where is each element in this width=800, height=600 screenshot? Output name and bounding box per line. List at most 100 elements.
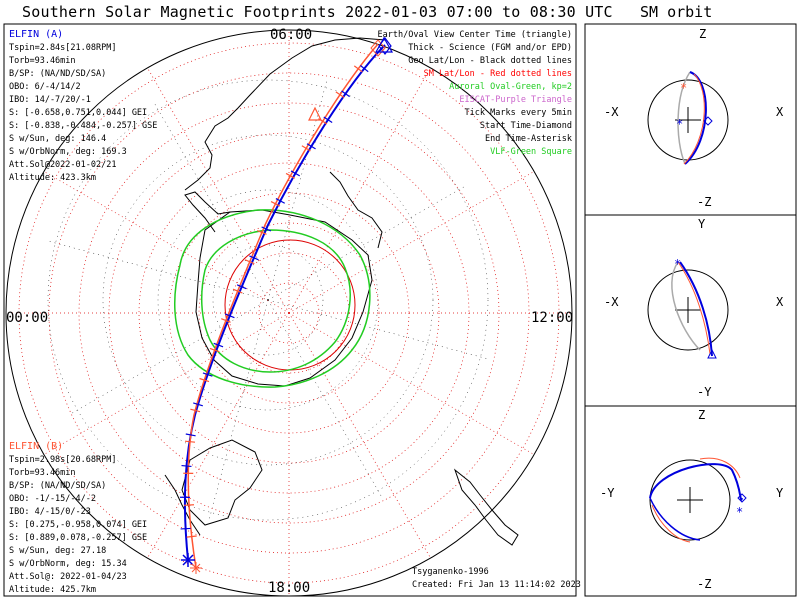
axis-label-bottom: -Z xyxy=(697,195,711,209)
sm-latitude-circle xyxy=(18,42,560,584)
elfin-a-tick xyxy=(323,116,333,123)
elfin-b-tick xyxy=(184,440,196,443)
geo-longitude-line xyxy=(267,184,468,301)
sm-longitude-line xyxy=(288,312,431,559)
orbit-plot-title: SM orbit xyxy=(640,3,713,21)
elfin-b-view-triangle xyxy=(308,106,322,121)
mlt-label-right: 12:00 xyxy=(531,310,573,326)
axis-label-right: X xyxy=(776,295,784,309)
elfin-b-orbit-arc xyxy=(683,73,705,165)
earth-circle xyxy=(647,269,729,351)
south-america-outline-2 xyxy=(329,171,383,249)
elfin-a-end-asterisk xyxy=(181,553,195,567)
elfin-b-tick xyxy=(301,145,311,152)
elfin-a-view-triangle xyxy=(374,36,394,53)
elfin-b-tick xyxy=(183,504,195,506)
elfin-b-line: S: [0.889,0.078,-0.257] GSE xyxy=(9,533,147,543)
legend-item: SM Lat/Lon - Red dotted lines xyxy=(424,69,572,79)
axis-label-top: Z xyxy=(698,408,705,422)
elfin-a-tick xyxy=(185,433,196,437)
elfin-a-tick xyxy=(275,198,286,204)
mlt-label-top: 06:00 xyxy=(270,27,312,43)
sm-latitude-circle xyxy=(78,102,500,524)
elfin-b-line: Att.Sol@: 2022-01-04/23 xyxy=(9,572,127,582)
elfin-a-line: Altitude: 423.3km xyxy=(9,173,96,183)
diamond-marker xyxy=(737,493,747,503)
axis-label-right: X xyxy=(776,105,784,119)
elfin-b-tick xyxy=(232,288,243,294)
geo-grid xyxy=(45,77,491,523)
elfin-b-line: S w/Sun, deg: 27.18 xyxy=(9,546,106,556)
elfin-a-tick xyxy=(290,170,301,177)
elfin-b-tick xyxy=(257,229,267,235)
axis-label-left: -X xyxy=(604,105,619,119)
asterisk-marker: * xyxy=(674,257,681,271)
elfin-b-orbit-arc xyxy=(699,457,741,479)
asterisk-marker: * xyxy=(676,117,683,131)
elfin-a-orbit-arc xyxy=(649,463,743,501)
elfin-b-tick xyxy=(221,318,231,323)
auroral-oval-inner xyxy=(200,229,351,373)
elfin-a-line: S: [-0.838,-0.484,-0.257] GSE xyxy=(9,121,157,131)
geo-longitude-line xyxy=(267,299,491,360)
axis-label-top: Z xyxy=(699,27,706,41)
elfin-b-tick xyxy=(270,200,281,207)
legend-item: VLF-Green Square xyxy=(490,147,572,157)
elfin-a-tick xyxy=(180,527,191,530)
elfin-b-orbit-arc xyxy=(651,504,691,543)
orbit-back-arc xyxy=(677,71,691,165)
geo-longitude-line xyxy=(68,299,269,416)
elfin-b-tick xyxy=(190,408,201,413)
south-america-outline xyxy=(184,37,386,191)
elfin-b-line: Torb=93.46min xyxy=(9,468,76,478)
elfin-b-end-asterisk xyxy=(190,562,202,574)
elfin-a-line: Tspin=2.84s[21.08RPM] xyxy=(9,43,116,53)
sm-latitude-circle xyxy=(138,162,440,464)
legend-item: Earth/Oval View Center Time (triangle) xyxy=(378,30,572,40)
elfin-b-footprint-track xyxy=(187,43,379,569)
legend-item: Thick - Science (FGM and/or EPD) xyxy=(408,43,572,53)
antarctica-outline xyxy=(195,209,373,387)
elfin-a-info: ELFIN (A) Tspin=2.84s[21.08RPM] Torb=93.… xyxy=(9,29,157,183)
sm-latitude-circle xyxy=(198,222,380,404)
orbit-frame xyxy=(584,23,797,597)
elfin-b-tick xyxy=(186,535,197,538)
sm-longitude-line xyxy=(43,171,290,314)
elfin-a-line: OBO: 6/-4/14/2 xyxy=(9,82,81,92)
orbit-back-arc xyxy=(671,261,701,351)
earth-circle xyxy=(649,459,731,541)
axis-label-bottom: -Z xyxy=(697,577,711,591)
elfin-b-tick xyxy=(209,347,220,353)
elfin-a-tick xyxy=(213,342,224,348)
created-timestamp: Created: Fri Jan 13 11:14:02 2023 xyxy=(412,580,581,590)
elfin-b-tick xyxy=(353,65,363,73)
plot-title: Southern Solar Magnetic Footprints 2022-… xyxy=(22,3,613,21)
geo-longitude-line xyxy=(267,77,328,301)
orbit-panel-yz: * Z -Z -Y Y xyxy=(600,408,784,591)
elfin-a-line: Att.Sol@2022-01-02/21 xyxy=(9,160,116,170)
elfin-b-line: Tspin=2.98s[20.68RPM] xyxy=(9,455,116,465)
elfin-b-info: ELFIN (B) Tspin=2.98s[20.68RPM] Torb=93.… xyxy=(9,441,147,595)
geo-longitude-line xyxy=(267,299,384,500)
elfin-a-orbit-arc xyxy=(649,497,701,541)
elfin-a-tick xyxy=(261,226,272,232)
orbit-panel-xz: * * Z -Z -X X xyxy=(604,27,784,209)
geo-latitude-circle xyxy=(212,244,324,356)
elfin-a-line: B/SP: (NA/ND/SD/SA) xyxy=(9,69,106,79)
axis-label-top: Y xyxy=(698,217,706,231)
geo-latitude-circle xyxy=(47,79,489,521)
geo-latitude-circle xyxy=(102,134,434,466)
orbit-panel-xy: * Y -Y -X X xyxy=(604,217,784,399)
elfin-b-line: IBO: 4/-15/0/-23 xyxy=(9,507,91,517)
elfin-b-line: OBO: -1/-15/-4/-2 xyxy=(9,494,96,504)
elfin-a-line: S w/OrbNorm, deg: 169.3 xyxy=(9,147,127,157)
elfin-a-tick xyxy=(236,284,247,290)
elfin-a-name: ELFIN (A) xyxy=(9,29,63,40)
model-credit: Tsyganenko-1996 xyxy=(412,567,489,577)
triangle-marker xyxy=(707,348,717,359)
polar-map xyxy=(5,29,573,597)
auroral-oval-outer xyxy=(174,209,371,388)
elfin-a-tick xyxy=(224,313,235,319)
legend-item: Start Time-Diamond xyxy=(480,121,572,131)
sm-longitude-line xyxy=(147,67,290,314)
